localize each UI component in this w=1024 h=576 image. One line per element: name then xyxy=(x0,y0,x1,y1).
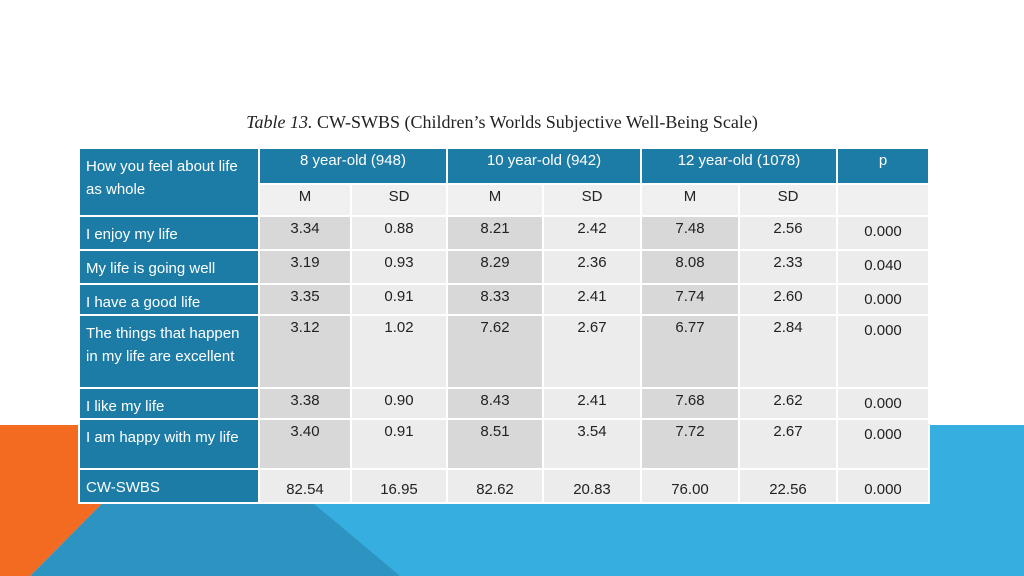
p-value-cell: 0.000 xyxy=(836,387,930,420)
value-cell: 2.42 xyxy=(542,215,642,251)
group-header-8: 8 year-old (948) xyxy=(258,147,448,185)
value-cell: 2.67 xyxy=(738,418,838,470)
value-cell: 0.88 xyxy=(350,215,448,251)
row-label: I enjoy my life xyxy=(78,215,260,251)
value-cell: 0.91 xyxy=(350,283,448,316)
value-cell: 3.35 xyxy=(258,283,352,316)
p-value-cell: 0.000 xyxy=(836,468,930,504)
value-cell: 3.34 xyxy=(258,215,352,251)
value-cell: 0.91 xyxy=(350,418,448,470)
value-cell: 0.90 xyxy=(350,387,448,420)
value-cell: 3.12 xyxy=(258,314,352,389)
table-caption: Table 13. CW-SWBS (Children’s Worlds Sub… xyxy=(0,112,1004,133)
value-cell: 2.62 xyxy=(738,387,838,420)
value-cell: 2.41 xyxy=(542,283,642,316)
p-header: p xyxy=(836,147,930,185)
group-header-row: How you feel about life as whole 8 year-… xyxy=(78,147,930,217)
value-cell: 7.74 xyxy=(640,283,740,316)
value-cell: 2.33 xyxy=(738,249,838,285)
table-row-total: CW-SWBS 82.54 16.95 82.62 20.83 76.00 22… xyxy=(78,468,930,504)
caption-text: CW-SWBS (Children’s Worlds Subjective We… xyxy=(312,112,758,132)
value-cell: 82.54 xyxy=(258,468,352,504)
subheader-row: M SD M SD M SD xyxy=(79,183,930,217)
p-value-cell: 0.000 xyxy=(836,215,930,251)
value-cell: 2.60 xyxy=(738,283,838,316)
caption-label: Table 13. xyxy=(246,112,313,132)
value-cell: 7.48 xyxy=(640,215,740,251)
value-cell: 3.19 xyxy=(258,249,352,285)
row-label: I have a good life xyxy=(78,283,260,316)
row-label: I am happy with my life xyxy=(78,418,260,470)
value-cell: 7.68 xyxy=(640,387,740,420)
value-cell: 3.54 xyxy=(542,418,642,470)
row-label: CW-SWBS xyxy=(78,468,260,504)
value-cell: 8.43 xyxy=(446,387,544,420)
cw-swbs-table: How you feel about life as whole 8 year-… xyxy=(78,147,930,504)
value-cell: 2.56 xyxy=(738,215,838,251)
group-header-12: 12 year-old (1078) xyxy=(640,147,838,185)
value-cell: 7.72 xyxy=(640,418,740,470)
group-header-10: 10 year-old (942) xyxy=(446,147,642,185)
subheader-sd: SD xyxy=(738,183,838,217)
value-cell: 16.95 xyxy=(350,468,448,504)
value-cell: 8.33 xyxy=(446,283,544,316)
corner-header: How you feel about life as whole xyxy=(78,147,260,217)
value-cell: 2.84 xyxy=(738,314,838,389)
value-cell: 22.56 xyxy=(738,468,838,504)
value-cell: 76.00 xyxy=(640,468,740,504)
subheader-sd: SD xyxy=(350,183,448,217)
subheader-m: M xyxy=(446,183,544,217)
table-row: I enjoy my life 3.34 0.88 8.21 2.42 7.48… xyxy=(78,215,930,251)
subheader-m: M xyxy=(640,183,740,217)
value-cell: 8.08 xyxy=(640,249,740,285)
value-cell: 2.41 xyxy=(542,387,642,420)
table-row: I am happy with my life 3.40 0.91 8.51 3… xyxy=(78,418,930,470)
p-value-cell: 0.000 xyxy=(836,314,930,389)
value-cell: 20.83 xyxy=(542,468,642,504)
value-cell: 0.93 xyxy=(350,249,448,285)
table-row: I like my life 3.38 0.90 8.43 2.41 7.68 … xyxy=(78,387,930,420)
value-cell: 3.38 xyxy=(258,387,352,420)
subheader-p-empty xyxy=(836,183,930,217)
table-row: The things that happen in my life are ex… xyxy=(78,314,930,389)
row-label: My life is going well xyxy=(78,249,260,285)
p-value-cell: 0.040 xyxy=(836,249,930,285)
table-row: I have a good life 3.35 0.91 8.33 2.41 7… xyxy=(78,283,930,316)
value-cell: 2.67 xyxy=(542,314,642,389)
value-cell: 8.29 xyxy=(446,249,544,285)
value-cell: 82.62 xyxy=(446,468,544,504)
p-value-cell: 0.000 xyxy=(836,418,930,470)
table-row: My life is going well 3.19 0.93 8.29 2.3… xyxy=(78,249,930,285)
value-cell: 7.62 xyxy=(446,314,544,389)
value-cell: 6.77 xyxy=(640,314,740,389)
subheader-sd: SD xyxy=(542,183,642,217)
value-cell: 8.21 xyxy=(446,215,544,251)
value-cell: 2.36 xyxy=(542,249,642,285)
row-label: The things that happen in my life are ex… xyxy=(78,314,260,389)
subheader-m: M xyxy=(258,183,352,217)
value-cell: 1.02 xyxy=(350,314,448,389)
row-label: I like my life xyxy=(78,387,260,420)
value-cell: 8.51 xyxy=(446,418,544,470)
p-value-cell: 0.000 xyxy=(836,283,930,316)
value-cell: 3.40 xyxy=(258,418,352,470)
